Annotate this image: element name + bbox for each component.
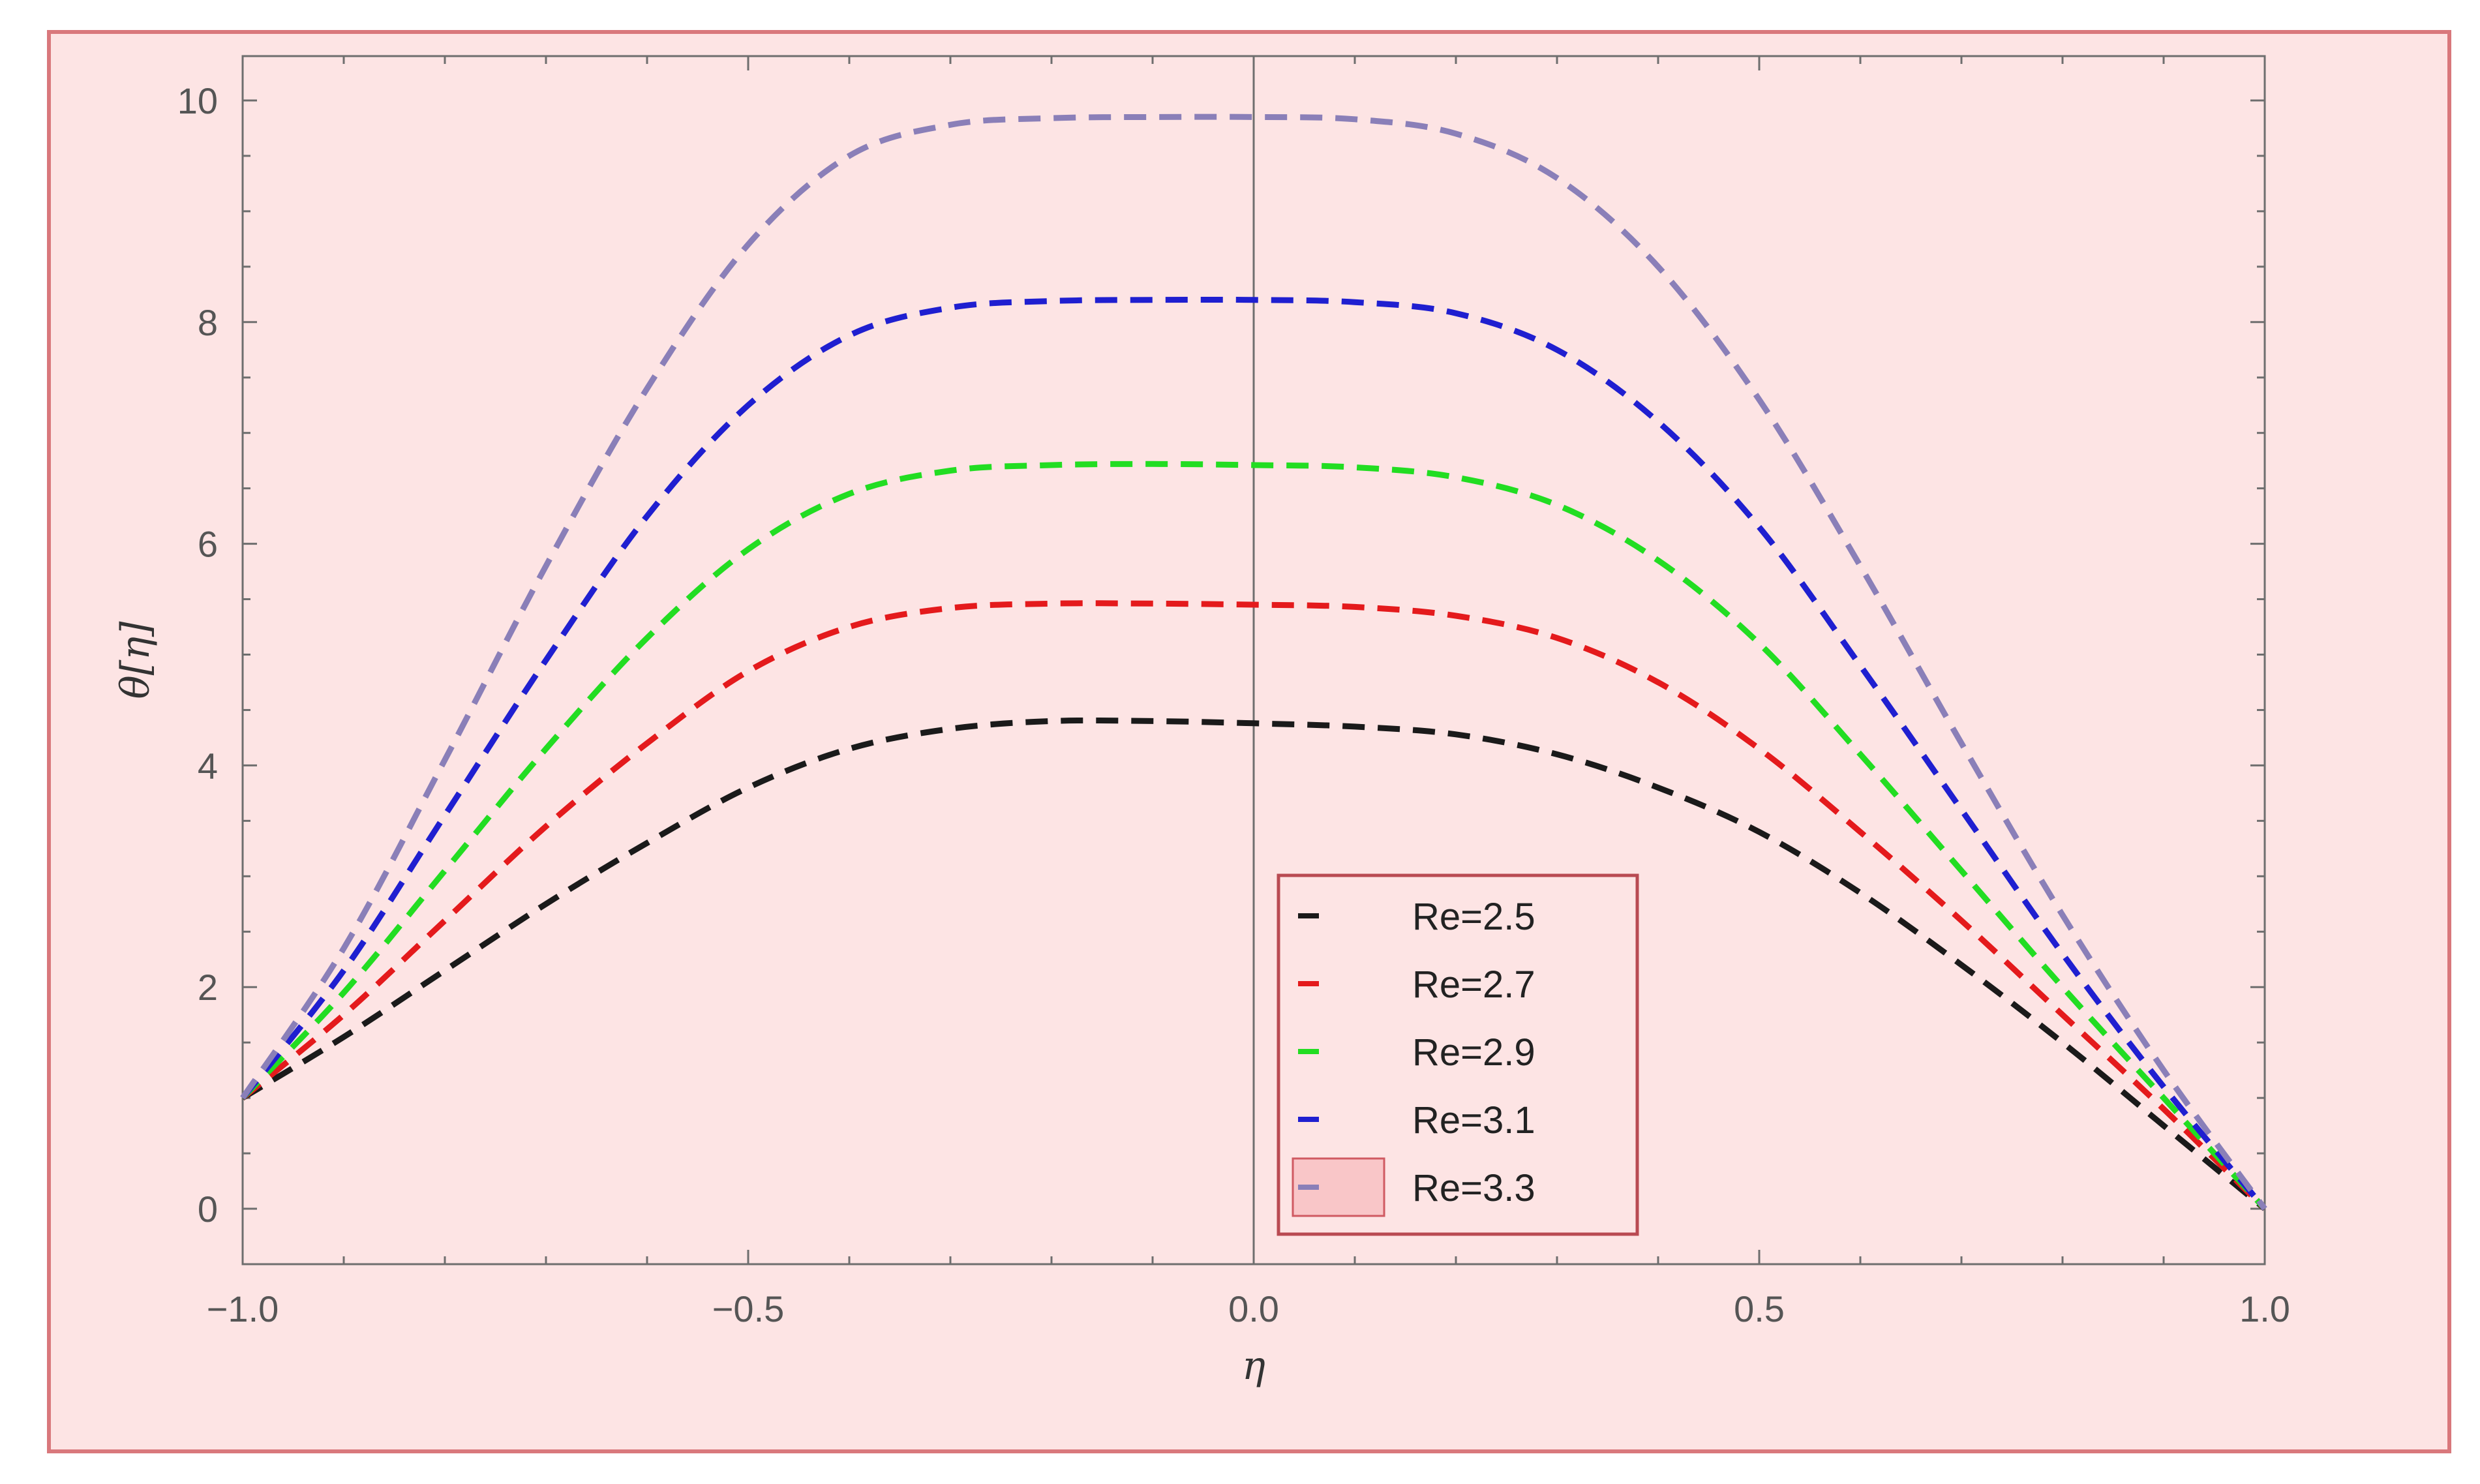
series-line-3 — [240, 461, 2267, 1211]
series-line-2 — [241, 600, 2267, 1211]
legend-label: Re=2.5 — [1412, 896, 1535, 938]
y-tick-label: 6 — [198, 524, 218, 565]
x-tick-label: −0.5 — [712, 1288, 785, 1329]
legend-label: Re=2.9 — [1412, 1031, 1535, 1074]
legend-label: Re=3.3 — [1412, 1167, 1535, 1209]
x-axis-label: η — [1242, 1343, 1265, 1389]
line-chart: −1.0 −0.5 0.0 0.5 1.0 0 2 4 6 8 10 η θ[η] Re=2.5 Re=2… — [113, 55, 2290, 1389]
x-tick-label: −1.0 — [207, 1288, 279, 1329]
x-tick-label: 0.0 — [1228, 1288, 1279, 1329]
series-line-5 — [240, 114, 2267, 1211]
series-line-4 — [240, 296, 2267, 1211]
x-tick-label: 0.5 — [1734, 1288, 1785, 1329]
y-tick-label: 8 — [198, 302, 218, 343]
y-tick-label: 2 — [198, 967, 218, 1008]
x-tick-label: 1.0 — [2239, 1288, 2290, 1329]
series-line-1 — [241, 717, 2267, 1211]
legend-label: Re=2.7 — [1412, 963, 1535, 1006]
y-tick-label: 4 — [198, 745, 218, 786]
legend-label: Re=3.1 — [1412, 1099, 1535, 1142]
y-tick-label: 0 — [198, 1189, 218, 1230]
y-tick-label: 10 — [177, 80, 218, 121]
chart-frame: −1.0 −0.5 0.0 0.5 1.0 0 2 4 6 8 10 η θ[η] Re=2.5 Re=2… — [47, 30, 2451, 1453]
y-axis-label: θ[η] — [113, 621, 159, 699]
